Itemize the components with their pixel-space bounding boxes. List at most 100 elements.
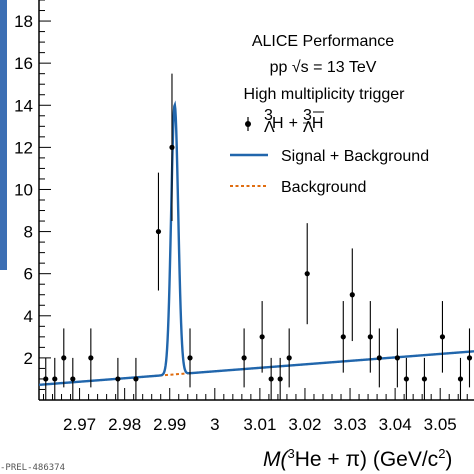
y-tick-label: 16 <box>14 54 33 73</box>
data-point <box>304 223 310 325</box>
data-marker <box>403 376 409 382</box>
data-point <box>155 172 162 291</box>
data-marker <box>52 376 58 382</box>
x-tick-label: 3.03 <box>333 415 366 434</box>
legend-header-energy: pp √s = 13 TeV <box>270 59 377 76</box>
data-point <box>268 357 274 400</box>
data-marker <box>439 334 446 340</box>
data-point <box>115 357 121 400</box>
legend-label-hyp: H <box>272 115 284 132</box>
legend-label-background: Background <box>281 179 366 196</box>
legend-header-experiment: ALICE Performance <box>252 33 394 50</box>
data-marker <box>259 334 265 340</box>
x-tick-label: 3.05 <box>424 415 457 434</box>
x-tick-label: 3.02 <box>288 415 321 434</box>
data-marker <box>115 376 121 382</box>
data-point <box>403 357 409 400</box>
legend-label-plus: + <box>289 115 298 132</box>
data-point <box>43 357 49 400</box>
data-point <box>277 357 283 400</box>
data-marker <box>304 271 310 277</box>
data-point <box>349 248 355 342</box>
data-marker <box>277 376 283 382</box>
legend-entry-background: Background <box>230 179 366 196</box>
x-axis-title-prefix: M( <box>263 448 289 471</box>
data-point <box>340 301 346 373</box>
legend-label-signal: Signal + Background <box>281 148 429 165</box>
data-point <box>376 328 382 388</box>
data-points <box>43 73 473 400</box>
data-marker <box>241 355 247 361</box>
legend: ALICE Performance pp √s = 13 TeV High mu… <box>230 33 429 196</box>
data-marker <box>466 355 473 361</box>
legend-label-sub1: Λ <box>264 119 275 136</box>
data-marker <box>286 355 292 361</box>
x-axis-title: M(3He + π) (GeV/c2) <box>263 446 452 471</box>
legend-label-data: H + H <box>272 115 323 132</box>
data-point <box>169 73 175 222</box>
data-point <box>367 301 373 373</box>
x-axis-title-sup2: 2 <box>438 446 445 461</box>
signal-plus-background-fit-line <box>39 100 474 387</box>
y-tick-label: 14 <box>14 96 33 115</box>
data-marker <box>421 376 428 382</box>
data-marker <box>88 355 94 361</box>
data-marker <box>340 334 346 340</box>
legend-label-sup2: 3 <box>303 107 312 124</box>
data-point <box>439 301 446 373</box>
y-tick-label: 2 <box>24 349 33 368</box>
legend-marker-point <box>245 121 251 127</box>
data-point <box>70 357 76 400</box>
data-marker <box>457 376 464 382</box>
data-marker <box>169 144 175 150</box>
data-point <box>286 328 292 388</box>
data-point <box>133 357 139 400</box>
data-point <box>241 328 247 388</box>
x-tick-label: 3.01 <box>243 415 276 434</box>
data-marker <box>268 376 274 382</box>
data-marker <box>70 376 76 382</box>
data-point <box>466 328 473 388</box>
data-marker <box>61 355 67 361</box>
y-tick-labels: 2 4 6 8 10 12 14 16 18 <box>14 12 33 368</box>
data-point <box>394 328 400 388</box>
y-tick-label: 4 <box>24 307 33 326</box>
y-tick-label: 12 <box>14 138 33 157</box>
x-tick-label: 2.97 <box>63 415 96 434</box>
x-tick-label: 2.99 <box>153 415 186 434</box>
x-axis-title-suffix: ) <box>445 448 452 471</box>
data-marker <box>133 376 139 382</box>
data-point <box>52 357 58 400</box>
data-marker <box>376 355 382 361</box>
y-axis-title-fragment <box>0 0 7 270</box>
data-point <box>88 328 94 388</box>
preliminary-id: -PREL-486374 <box>0 463 65 473</box>
x-tick-labels: 2.97 2.98 2.99 3 3.01 3.02 3.03 3.04 3.05 <box>63 415 457 434</box>
data-point <box>421 357 428 400</box>
x-axis-title-mid: He + π) (GeV/c <box>295 448 438 471</box>
data-marker <box>155 228 162 235</box>
x-tick-label: 3 <box>210 415 219 434</box>
legend-label-sub2: Λ <box>303 119 314 136</box>
legend-header-trigger: High multiplicity trigger <box>244 86 406 103</box>
data-point <box>61 328 67 388</box>
data-marker <box>187 355 193 361</box>
x-tick-label: 3.04 <box>379 415 412 434</box>
data-point <box>457 357 464 400</box>
x-axis-title-sup: 3 <box>288 446 295 461</box>
data-marker <box>43 376 49 382</box>
legend-entry-signal: Signal + Background <box>230 148 429 165</box>
legend-label-antihyp: H <box>312 115 324 132</box>
y-tick-label: 10 <box>14 180 33 199</box>
data-marker <box>394 355 400 361</box>
data-point <box>259 301 265 373</box>
data-point <box>187 328 193 388</box>
axis-ticks <box>39 0 468 400</box>
data-marker <box>367 334 373 340</box>
data-marker <box>349 292 355 298</box>
legend-label-sup1: 3 <box>264 107 273 124</box>
x-tick-label: 2.98 <box>108 415 141 434</box>
y-tick-label: 6 <box>24 265 33 284</box>
y-tick-label: 18 <box>14 12 33 31</box>
